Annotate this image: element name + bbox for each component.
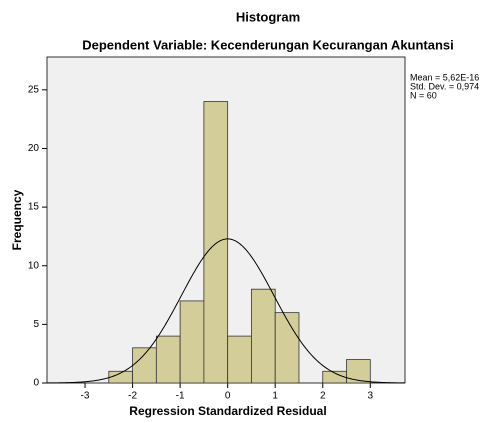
y-tick-label: 10 [28, 260, 40, 271]
bar [346, 359, 371, 384]
bar [227, 335, 252, 384]
stat-label: Mean = 5,62E-16 [410, 72, 479, 82]
y-axis-title: Frequency [10, 189, 24, 250]
bar [155, 335, 181, 384]
bar [179, 300, 205, 384]
x-tick-label: 1 [272, 391, 278, 402]
x-tick-label: -2 [128, 391, 137, 402]
bar [274, 312, 300, 384]
bar [132, 347, 157, 384]
stat-label: Std. Dev. = 0,974 [410, 81, 479, 91]
x-tick-label: -3 [81, 391, 90, 402]
bar [203, 101, 229, 384]
x-tick-label: 2 [320, 391, 326, 402]
y-tick-label: 25 [28, 84, 40, 95]
chart-subtitle: Dependent Variable: Kecenderungan Kecura… [82, 37, 454, 52]
x-tick-label: 0 [225, 391, 231, 402]
normal-curve [46, 238, 406, 384]
bar [251, 288, 276, 384]
y-tick-label: 0 [33, 378, 39, 389]
stat-label: N = 60 [410, 90, 437, 100]
x-axis-title: Regression Standardized Residual [129, 404, 326, 418]
y-tick-label: 5 [33, 319, 39, 330]
x-tick-label: -1 [176, 391, 185, 402]
chart-title: Histogram [236, 9, 300, 24]
y-tick-label: 15 [28, 202, 40, 213]
x-tick-label: 3 [368, 391, 374, 402]
y-tick-label: 20 [28, 143, 40, 154]
